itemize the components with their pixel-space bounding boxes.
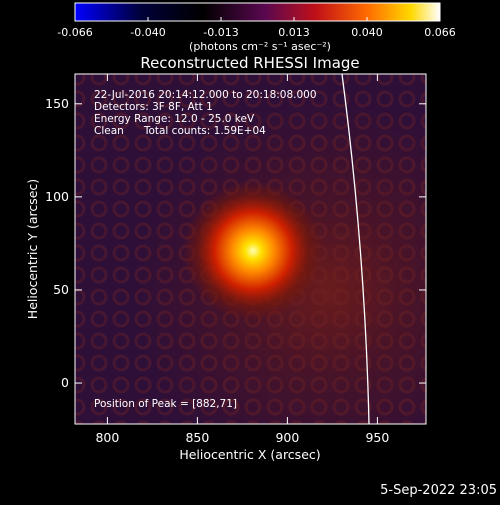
- colorbar-tick-label: 0.066: [424, 26, 456, 39]
- timestamp: 5-Sep-2022 23:05: [380, 483, 497, 498]
- info-line-energy: Energy Range: 12.0 - 25.0 keV: [94, 113, 255, 125]
- flare-source: [183, 180, 323, 321]
- x-tick-label: 850: [185, 430, 209, 445]
- colorbar-tick-label: -0.040: [130, 26, 165, 39]
- info-line-detectors: Detectors: 3F 8F, Att 1: [94, 101, 213, 113]
- x-tick-label: 950: [365, 430, 389, 445]
- colorbar-tick-label: -0.013: [203, 26, 238, 39]
- y-tick-label: 0: [61, 375, 69, 390]
- colorbar-tick-label: 0.013: [278, 26, 310, 39]
- chart-title: Reconstructed RHESSI Image: [140, 54, 359, 72]
- plot-frame: [74, 73, 427, 425]
- colorbar: [74, 2, 441, 22]
- solar-limb: [341, 74, 370, 424]
- y-tick-label: 150: [45, 96, 69, 111]
- colorbar-tick-label: -0.066: [57, 26, 92, 39]
- info-line-time: 22-Jul-2016 20:14:12.000 to 20:18:08.000: [94, 89, 317, 101]
- y-axis-ticks: 0 50 100 150: [45, 96, 426, 390]
- x-axis-ticks: 800 850 900 950: [95, 74, 389, 445]
- x-tick-label: 900: [275, 430, 299, 445]
- colorbar-ticks: [74, 17, 441, 21]
- colorbar-tick-label: 0.040: [351, 26, 383, 39]
- y-axis-label: Heliocentric Y (arcsec): [25, 179, 40, 319]
- colorbar-unit-label: (photons cm⁻² s⁻¹ asec⁻²): [189, 40, 331, 53]
- y-tick-label: 100: [45, 189, 69, 204]
- info-line-counts: Clean Total counts: 1.59E+04: [94, 125, 266, 137]
- x-axis-label: Heliocentric X (arcsec): [179, 447, 320, 462]
- peak-position-label: Position of Peak = [882,71]: [94, 398, 237, 410]
- heatmap-image: [75, 74, 426, 424]
- x-tick-label: 800: [95, 430, 119, 445]
- y-tick-label: 50: [53, 282, 69, 297]
